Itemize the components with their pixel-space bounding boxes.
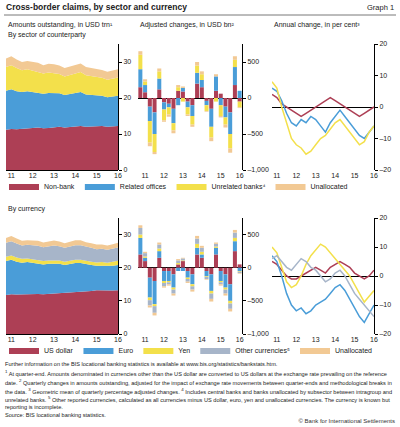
svg-text:10: 10 [379, 243, 387, 250]
svg-text:10: 10 [379, 72, 387, 79]
svg-text:13: 13 [312, 172, 320, 179]
svg-text:Unrelated banks⁴: Unrelated banks⁴ [212, 183, 266, 190]
svg-text:14: 14 [198, 172, 206, 179]
svg-text:20: 20 [379, 214, 387, 221]
svg-text:0: 0 [123, 330, 127, 337]
svg-text:–1,000: –1,000 [247, 330, 269, 337]
svg-text:20: 20 [123, 264, 131, 271]
svg-text:0: 0 [379, 272, 383, 279]
svg-text:Adjusted changes, in USD bn²: Adjusted changes, in USD bn² [140, 21, 234, 29]
svg-text:15: 15 [217, 172, 225, 179]
svg-text:Euro: Euro [118, 347, 133, 354]
svg-text:By currency: By currency [8, 205, 45, 213]
svg-text:0: 0 [247, 94, 251, 101]
svg-text:Other currencies⁵: Other currencies⁵ [235, 347, 290, 354]
svg-text:16: 16 [114, 336, 122, 343]
svg-text:14: 14 [71, 336, 79, 343]
svg-text:14: 14 [198, 336, 206, 343]
svg-text:16: 16 [114, 172, 122, 179]
svg-text:Amounts outstanding, in USD tr: Amounts outstanding, in USD trn¹ [8, 21, 113, 29]
svg-text:11: 11 [273, 172, 280, 179]
svg-text:15: 15 [217, 336, 225, 343]
svg-text:11: 11 [8, 336, 15, 343]
svg-text:10: 10 [123, 130, 131, 137]
svg-text:15: 15 [351, 172, 359, 179]
svg-text:14: 14 [71, 172, 79, 179]
svg-text:–500: –500 [247, 297, 263, 304]
svg-text:30: 30 [123, 58, 131, 65]
svg-text:Unallocated: Unallocated [335, 347, 372, 354]
svg-text:12: 12 [292, 172, 300, 179]
svg-text:11: 11 [273, 336, 280, 343]
svg-text:13: 13 [50, 172, 58, 179]
svg-text:16: 16 [236, 336, 244, 343]
svg-text:11: 11 [141, 336, 148, 343]
svg-text:–1,000: –1,000 [247, 166, 269, 173]
svg-text:Annual change, in per cent³: Annual change, in per cent³ [274, 21, 360, 29]
html-text:Further information on the BIS: Further information on the BIS locationa… [5, 361, 278, 367]
svg-text:Unallocated: Unallocated [311, 183, 348, 190]
svg-text:16: 16 [370, 336, 378, 343]
svg-text:20: 20 [379, 40, 387, 47]
svg-text:15: 15 [93, 336, 101, 343]
html-text:Source: BIS locational banking: Source: BIS locational banking statistic… [5, 412, 106, 419]
svg-text:13: 13 [179, 336, 187, 343]
svg-text:–20: –20 [379, 330, 391, 337]
svg-text:US dollar: US dollar [44, 347, 73, 354]
svg-text:Graph 1: Graph 1 [367, 3, 394, 12]
svg-text:0: 0 [379, 103, 383, 110]
svg-text:12: 12 [160, 336, 168, 343]
html-text:© Bank for International Settl: © Bank for International Settlements [298, 418, 395, 424]
svg-text:Non-bank: Non-bank [44, 183, 75, 190]
svg-text:–20: –20 [379, 166, 391, 173]
svg-text:13: 13 [179, 172, 187, 179]
svg-text:500: 500 [247, 231, 259, 238]
svg-text:14: 14 [331, 172, 339, 179]
svg-text:12: 12 [29, 336, 37, 343]
svg-text:–500: –500 [247, 130, 263, 137]
svg-text:15: 15 [351, 336, 359, 343]
svg-text:12: 12 [29, 172, 37, 179]
svg-text:By sector of counterparty: By sector of counterparty [8, 31, 86, 39]
svg-text:10: 10 [123, 297, 131, 304]
svg-text:20: 20 [123, 94, 131, 101]
svg-text:Related offices: Related offices [120, 183, 167, 190]
svg-text:12: 12 [160, 172, 168, 179]
svg-text:15: 15 [93, 172, 101, 179]
svg-text:Cross-border claims, by sector: Cross-border claims, by sector and curre… [6, 2, 187, 12]
svg-text:Yen: Yen [178, 347, 190, 354]
svg-text:–10: –10 [379, 301, 391, 308]
svg-text:30: 30 [123, 231, 131, 238]
svg-text:12: 12 [292, 336, 300, 343]
svg-text:500: 500 [247, 58, 259, 65]
svg-text:14: 14 [331, 336, 339, 343]
svg-text:11: 11 [8, 172, 15, 179]
svg-text:13: 13 [312, 336, 320, 343]
svg-text:13: 13 [50, 336, 58, 343]
svg-text:0: 0 [123, 166, 127, 173]
html-text:1At quarter-end. Amounts denom: 1At quarter-end. Amounts denominated in … [5, 369, 393, 410]
svg-text:16: 16 [370, 172, 378, 179]
svg-text:–10: –10 [379, 135, 391, 142]
svg-text:16: 16 [236, 172, 244, 179]
svg-text:11: 11 [141, 172, 148, 179]
svg-text:0: 0 [247, 264, 251, 271]
